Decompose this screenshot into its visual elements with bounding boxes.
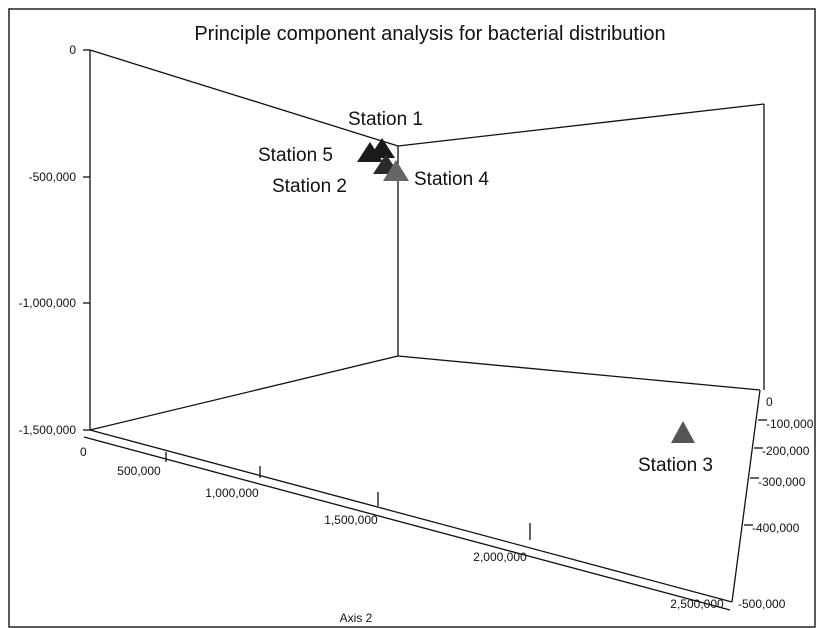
edge-floor-right [731, 389, 761, 603]
box-edges [89, 49, 765, 603]
axis2-baseline [83, 436, 731, 611]
depth-tick-label-4: -400,000 [752, 521, 800, 535]
point-station-4 [383, 160, 409, 181]
depth-axis: 0 -100,000 -200,000 -300,000 -400,000 -5… [738, 395, 814, 611]
vertical-tick-label-1: -500,000 [29, 170, 77, 184]
axis2-tick-label-0: 0 [80, 445, 87, 459]
chart-title: Principle component analysis for bacteri… [194, 23, 665, 45]
vertical-axis: 0 -500,000 -1,000,000 -1,500,000 [19, 43, 90, 437]
data-points [357, 138, 695, 443]
label-station-4: Station 4 [414, 169, 489, 190]
edge-floor-front [89, 429, 733, 603]
label-station-3: Station 3 [638, 455, 713, 476]
axis2-title: Axis 2 [340, 611, 373, 625]
label-station-2: Station 2 [272, 176, 347, 197]
label-station-1: Station 1 [348, 109, 423, 130]
edge-back-top-left [89, 49, 399, 147]
vertical-tick-label-3: -1,500,000 [19, 423, 77, 437]
point-station-3 [671, 421, 695, 443]
point-station-1 [369, 138, 395, 158]
axis2-tick-label-1: 500,000 [117, 464, 161, 478]
depth-tick-label-3: -300,000 [758, 475, 806, 489]
axis-2: 0 500,000 1,000,000 1,500,000 2,000,000 … [80, 436, 731, 625]
axis2-tick-label-3: 1,500,000 [324, 513, 378, 527]
edge-back-top-right [397, 103, 765, 147]
point-labels: Station 1 Station 5 Station 2 Station 4 … [258, 109, 713, 476]
vertical-tick-label-2: -1,000,000 [19, 296, 77, 310]
depth-tick-label-5: -500,000 [738, 597, 786, 611]
label-station-5: Station 5 [258, 145, 333, 166]
vertical-tick-label-0: 0 [69, 43, 76, 57]
depth-tick-label-2: -200,000 [762, 444, 810, 458]
plot-frame [8, 8, 816, 628]
axis2-tick-label-2: 1,000,000 [205, 486, 259, 500]
axis2-tick-label-5: 2,500,000 [670, 597, 724, 611]
edge-back-bottom-left [89, 355, 399, 431]
axis2-tick-label-4: 2,000,000 [473, 550, 527, 564]
depth-tick-label-0: 0 [766, 395, 773, 409]
depth-tick-label-1: -100,000 [766, 417, 814, 431]
edge-back-bottom-right [397, 355, 761, 391]
